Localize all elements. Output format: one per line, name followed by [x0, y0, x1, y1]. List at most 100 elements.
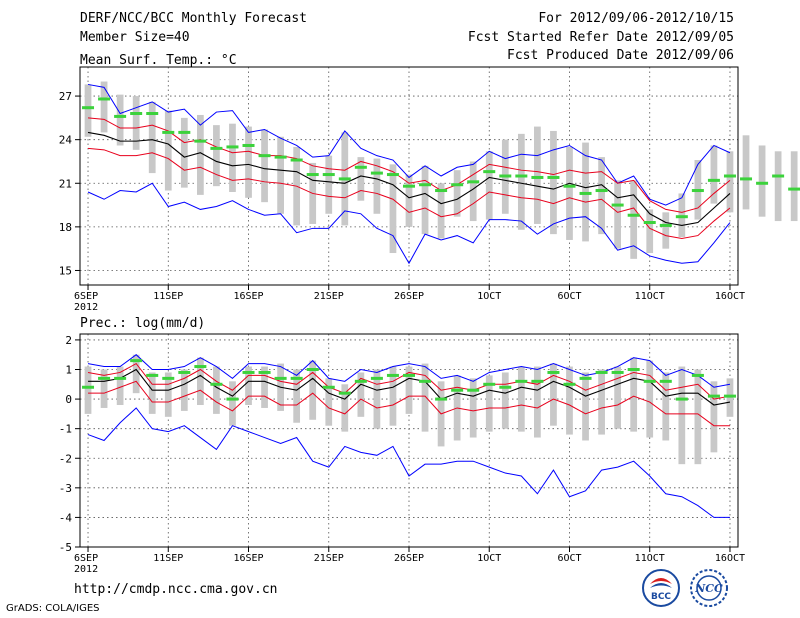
y-tick-label: -1 [59, 423, 72, 436]
median-marker [210, 382, 223, 386]
y-tick-label: -5 [59, 541, 72, 554]
bcc-logo-blue-arc [650, 583, 672, 588]
ensemble-box [630, 357, 638, 432]
median-marker [194, 365, 207, 369]
median-marker [740, 177, 753, 181]
ensemble-box [116, 366, 124, 405]
x-tick-label: 1OCT [477, 291, 501, 302]
median-marker [146, 373, 159, 377]
bcc-logo-text: BCC [651, 592, 671, 602]
ensemble-box [373, 369, 381, 429]
x-tick-label: 11SEP [153, 553, 183, 564]
ensemble-box [710, 145, 718, 204]
median-marker [531, 379, 544, 383]
chart-title: DERF/NCC/BCC Monthly Forecast [80, 11, 307, 26]
ensemble-box [213, 125, 220, 187]
x-tick-label: 11SEP [153, 291, 183, 302]
median-marker [114, 114, 127, 118]
outer-lower-line [87, 182, 731, 265]
x-tick-label: 6OCT [557, 291, 581, 302]
median-marker [499, 174, 512, 178]
median-marker [386, 173, 399, 177]
median-marker [451, 388, 464, 392]
ensemble-box [389, 164, 397, 254]
ensemble-box [742, 135, 750, 210]
ensemble-box [517, 133, 525, 230]
member-size: Member Size=40 [80, 30, 190, 45]
y-tick-label: 21 [59, 177, 72, 190]
ensemble-box [662, 372, 670, 441]
median-marker [162, 130, 175, 134]
ensemble-box [774, 151, 782, 222]
median-marker [322, 385, 335, 389]
median-marker [451, 183, 464, 187]
median-marker [788, 187, 800, 191]
ensemble-box [213, 366, 220, 414]
median-marker [707, 394, 720, 398]
ensemble-box [373, 158, 381, 214]
ensemble-box [357, 372, 365, 417]
median-marker [354, 165, 367, 169]
ensemble-box [132, 96, 140, 150]
forecast-started-date: Fcst Started Refer Date 2012/09/05 [467, 30, 734, 45]
median-marker [595, 189, 608, 193]
median-marker [483, 170, 496, 174]
median-marker [579, 376, 592, 380]
ensemble-box [469, 378, 477, 438]
inner-lower-line [88, 380, 730, 427]
ensemble-box [437, 183, 445, 239]
panel-title: Mean Surf. Temp.: °C [80, 53, 237, 68]
ensemble-box [325, 155, 333, 214]
median-marker [675, 397, 688, 401]
source-url[interactable]: http://cmdp.ncc.cma.gov.cn [74, 582, 278, 597]
outer-upper-line [87, 83, 731, 206]
median-marker [483, 382, 496, 386]
ensemble-box [550, 363, 557, 426]
x-tick-label: 6SEP [74, 553, 98, 564]
median-marker [772, 174, 785, 178]
median-marker [98, 97, 111, 101]
ensemble-box [325, 378, 333, 426]
bcc-logo: BCC [642, 569, 680, 607]
panel-title: Prec.: log(mm/d) [80, 316, 205, 331]
ensemble-box [517, 366, 525, 432]
ensemble-mean-line [87, 131, 731, 226]
median-marker [467, 388, 480, 392]
median-marker [435, 189, 448, 193]
x-tick-label: 21SEP [314, 291, 344, 302]
median-marker [82, 385, 95, 389]
median-marker [258, 154, 271, 158]
ncc-logo-text: NCC [694, 582, 723, 595]
ensemble-box [662, 212, 670, 249]
median-marker [210, 146, 223, 150]
inner-upper-line [87, 362, 731, 400]
ensemble-box [164, 372, 172, 417]
ensemble-box [164, 110, 172, 191]
ensemble-mean-line [88, 368, 731, 406]
median-marker [691, 189, 704, 193]
median-marker [579, 191, 592, 195]
ensemble-box [100, 369, 108, 408]
ncc-logo: NCC [690, 569, 728, 607]
median-marker [467, 180, 480, 184]
ensemble-box [405, 174, 413, 227]
ensemble-box [100, 81, 108, 133]
median-marker [756, 181, 769, 185]
median-marker [691, 373, 704, 377]
forecast-produced-date: Fcst Produced Date 2012/09/06 [507, 48, 734, 63]
median-marker [82, 106, 95, 110]
median-marker [643, 221, 656, 225]
ensemble-box [790, 151, 798, 222]
ensemble-box [148, 372, 156, 414]
median-marker [338, 177, 351, 181]
ensemble-box [277, 136, 284, 214]
median-marker [274, 155, 287, 159]
ensemble-box [341, 384, 349, 432]
ensemble-box [485, 151, 493, 220]
x-tick-label: 16SEP [233, 291, 263, 302]
ensemble-box [726, 151, 734, 213]
median-marker [370, 171, 383, 175]
x-year-label: 2012 [74, 302, 98, 313]
